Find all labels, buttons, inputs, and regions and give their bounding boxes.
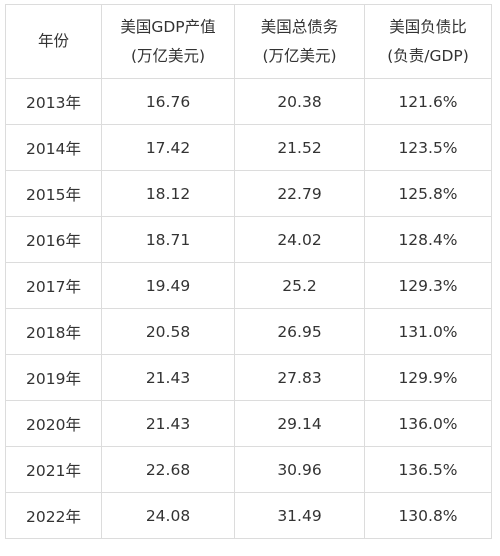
debt-cell: 31.49	[234, 492, 365, 539]
ratio-cell: 136.5%	[364, 446, 492, 493]
table-header: 年份 美国GDP产值 (万亿美元) 美国总债务 (万亿美元) 美国负债比 (负责…	[5, 4, 492, 79]
ratio-cell: 130.8%	[364, 492, 492, 539]
table-row: 2019年 21.43 27.83 129.9%	[5, 354, 492, 401]
year-cell: 2020年	[5, 400, 102, 447]
debt-cell: 26.95	[234, 308, 365, 355]
table-row: 2018年 20.58 26.95 131.0%	[5, 308, 492, 355]
year-cell: 2022年	[5, 492, 102, 539]
gdp-cell: 21.43	[101, 354, 235, 401]
gdp-cell: 21.43	[101, 400, 235, 447]
debt-cell: 30.96	[234, 446, 365, 493]
year-cell: 2018年	[5, 308, 102, 355]
ratio-cell: 123.5%	[364, 124, 492, 171]
gdp-cell: 19.49	[101, 262, 235, 309]
header-gdp-label: 美国GDP产值	[120, 17, 216, 36]
gdp-cell: 20.58	[101, 308, 235, 355]
ratio-cell: 131.0%	[364, 308, 492, 355]
header-debt-unit: (万亿美元)	[262, 46, 337, 65]
debt-cell: 29.14	[234, 400, 365, 447]
header-year: 年份	[5, 4, 102, 79]
table-row: 2020年 21.43 29.14 136.0%	[5, 400, 492, 447]
gdp-cell: 24.08	[101, 492, 235, 539]
ratio-cell: 125.8%	[364, 170, 492, 217]
debt-cell: 27.83	[234, 354, 365, 401]
header-debt-label: 美国总债务	[260, 17, 339, 36]
table-row: 2013年 16.76 20.38 121.6%	[5, 78, 492, 125]
year-cell: 2015年	[5, 170, 102, 217]
header-ratio-unit: (负责/GDP)	[387, 46, 469, 65]
header-row: 年份 美国GDP产值 (万亿美元) 美国总债务 (万亿美元) 美国负债比 (负责…	[5, 4, 492, 79]
table-row: 2016年 18.71 24.02 128.4%	[5, 216, 492, 263]
header-ratio-label: 美国负债比	[389, 17, 467, 36]
year-cell: 2017年	[5, 262, 102, 309]
debt-cell: 22.79	[234, 170, 365, 217]
us-debt-table: 年份 美国GDP产值 (万亿美元) 美国总债务 (万亿美元) 美国负债比 (负责…	[5, 4, 492, 539]
table-row: 2015年 18.12 22.79 125.8%	[5, 170, 492, 217]
table-body: 2013年 16.76 20.38 121.6% 2014年 17.42 21.52 123.…	[5, 78, 492, 539]
debt-cell: 21.52	[234, 124, 365, 171]
ratio-cell: 129.3%	[364, 262, 492, 309]
debt-cell: 20.38	[234, 78, 365, 125]
header-debt: 美国总债务 (万亿美元)	[234, 4, 365, 79]
ratio-cell: 129.9%	[364, 354, 492, 401]
header-year-label: 年份	[37, 32, 69, 50]
debt-cell: 24.02	[234, 216, 365, 263]
table-row: 2021年 22.68 30.96 136.5%	[5, 446, 492, 493]
ratio-cell: 128.4%	[364, 216, 492, 263]
gdp-cell: 18.12	[101, 170, 235, 217]
ratio-cell: 136.0%	[364, 400, 492, 447]
year-cell: 2013年	[5, 78, 102, 125]
ratio-cell: 121.6%	[364, 78, 492, 125]
gdp-cell: 17.42	[101, 124, 235, 171]
gdp-cell: 16.76	[101, 78, 235, 125]
debt-cell: 25.2	[234, 262, 365, 309]
year-cell: 2014年	[5, 124, 102, 171]
header-gdp: 美国GDP产值 (万亿美元)	[101, 4, 235, 79]
year-cell: 2019年	[5, 354, 102, 401]
table-row: 2022年 24.08 31.49 130.8%	[5, 492, 492, 539]
gdp-cell: 22.68	[101, 446, 235, 493]
table-row: 2017年 19.49 25.2 129.3%	[5, 262, 492, 309]
header-gdp-unit: (万亿美元)	[130, 46, 206, 65]
gdp-cell: 18.71	[101, 216, 235, 263]
table-row: 2014年 17.42 21.52 123.5%	[5, 124, 492, 171]
header-ratio: 美国负债比 (负责/GDP)	[364, 4, 492, 79]
year-cell: 2016年	[5, 216, 102, 263]
year-cell: 2021年	[5, 446, 102, 493]
